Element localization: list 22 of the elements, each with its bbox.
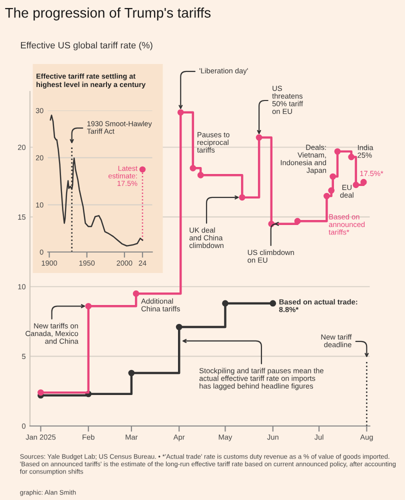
point [330, 173, 336, 180]
point [197, 172, 204, 178]
point [177, 109, 184, 116]
point [294, 218, 301, 224]
point [238, 194, 246, 201]
point [348, 154, 355, 160]
point [190, 164, 196, 172]
chart-title: The progression of Trump's tariffs [5, 8, 211, 20]
point [38, 389, 44, 396]
point [222, 300, 228, 307]
point [324, 192, 330, 200]
point [328, 187, 335, 194]
point [132, 290, 140, 297]
point [334, 148, 341, 155]
point [360, 178, 367, 186]
point [128, 370, 135, 376]
point [256, 134, 262, 141]
point [85, 302, 92, 310]
chart-subtitle: Effective US global tariff rate (%) [21, 42, 152, 50]
point [270, 300, 276, 307]
point [352, 182, 360, 188]
point [176, 324, 182, 330]
